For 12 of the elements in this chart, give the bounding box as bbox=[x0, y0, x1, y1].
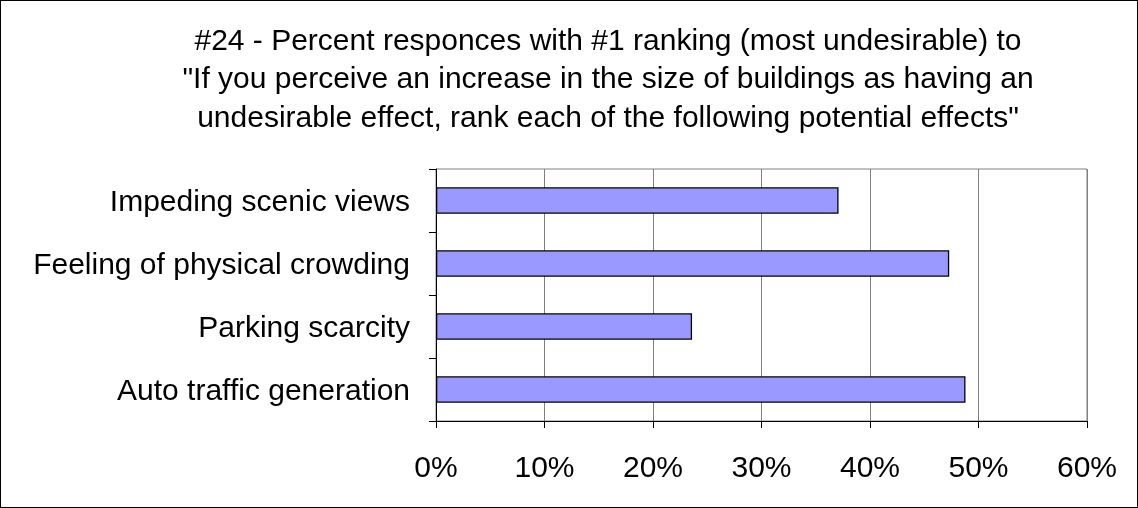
x-tick-label: 0% bbox=[414, 449, 458, 483]
x-tick-label: 30% bbox=[731, 449, 792, 483]
x-tick-label: 10% bbox=[514, 449, 575, 483]
y-tick-label: Parking scarcity bbox=[198, 310, 410, 343]
y-tick-label: Impeding scenic views bbox=[109, 184, 410, 217]
x-tick-label: 50% bbox=[948, 449, 1009, 483]
y-tick-label: Feeling of physical crowding bbox=[33, 247, 410, 280]
x-tick-label: 40% bbox=[839, 449, 901, 483]
chart-title: #24 - Percent responces with #1 ranking (most undesirable) to "If you perceive an increase in the size of buildings as having an undesirable effect, rank each of the following potential effects" bbox=[182, 22, 1034, 133]
x-tick-label: 60% bbox=[1056, 449, 1118, 483]
x-tick-label: 20% bbox=[622, 449, 684, 483]
y-tick-label: Auto traffic generation bbox=[117, 373, 410, 406]
